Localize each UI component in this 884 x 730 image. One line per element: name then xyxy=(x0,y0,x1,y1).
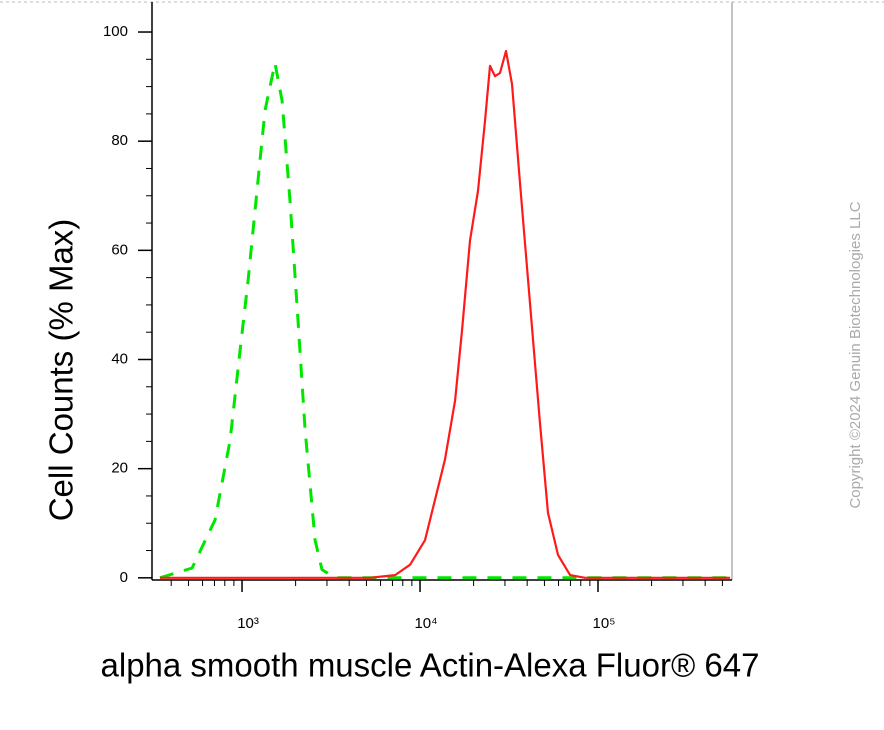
x-tick-label: 10⁴ xyxy=(414,615,437,632)
y-tick-label: 0 xyxy=(120,569,128,586)
y-tick-label: 100 xyxy=(103,23,128,40)
y-axis-label: Cell Counts (% Max) xyxy=(43,219,80,522)
y-tick-label: 40 xyxy=(111,350,128,367)
y-tick-label: 20 xyxy=(111,460,128,477)
x-axis-label: alpha smooth muscle Actin-Alexa Fluor® 6… xyxy=(101,647,760,684)
x-tick-label: 10³ xyxy=(237,615,259,632)
x-tick-label: 10⁵ xyxy=(593,615,616,632)
series-line xyxy=(159,61,731,580)
y-tick-label: 60 xyxy=(111,241,128,258)
y-tick-label: 80 xyxy=(111,132,128,149)
watermark: Copyright ©2024 Genuin Biotechnologies L… xyxy=(847,201,864,508)
series-line xyxy=(160,50,731,579)
